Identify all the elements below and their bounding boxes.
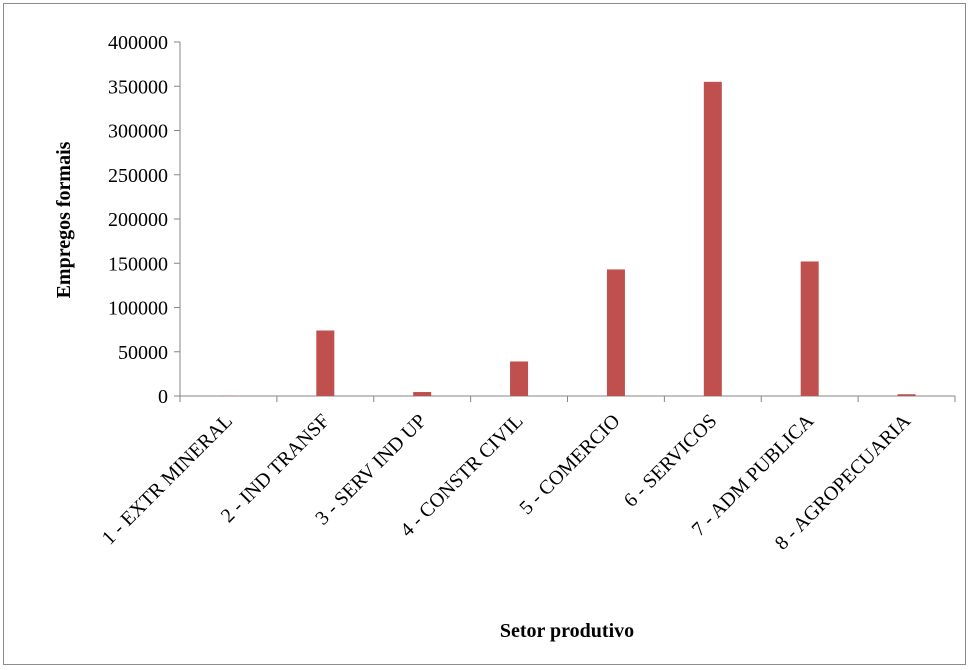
x-tick-label: 1 - EXTR MINERAL bbox=[98, 410, 237, 549]
y-tick-label: 400000 bbox=[108, 32, 168, 54]
x-tick-label: 6 - SERVICOS bbox=[620, 410, 722, 512]
y-tick-label: 150000 bbox=[108, 253, 168, 275]
bar bbox=[510, 361, 529, 396]
y-tick-label: 300000 bbox=[108, 121, 168, 143]
bar bbox=[413, 392, 432, 396]
x-tick-label: 5 - COMERCIO bbox=[515, 410, 624, 519]
bar bbox=[703, 81, 722, 396]
bar bbox=[606, 269, 625, 396]
y-tick-label: 100000 bbox=[108, 298, 168, 320]
y-tick-label: 200000 bbox=[108, 209, 168, 231]
y-tick-label: 0 bbox=[158, 386, 168, 408]
y-tick-label: 50000 bbox=[118, 342, 168, 364]
x-axis-title: Setor produtivo bbox=[500, 620, 634, 642]
bar bbox=[897, 394, 916, 396]
bars bbox=[219, 81, 916, 396]
bar bbox=[800, 261, 819, 396]
y-axis: 0 50000 100000 150000 200000 250000 300000 3500… bbox=[108, 32, 181, 408]
y-tick-label: 350000 bbox=[108, 76, 168, 98]
bar bbox=[316, 330, 335, 396]
y-tick-label: 250000 bbox=[108, 165, 168, 187]
y-axis-title: Empregos formais bbox=[53, 141, 75, 298]
